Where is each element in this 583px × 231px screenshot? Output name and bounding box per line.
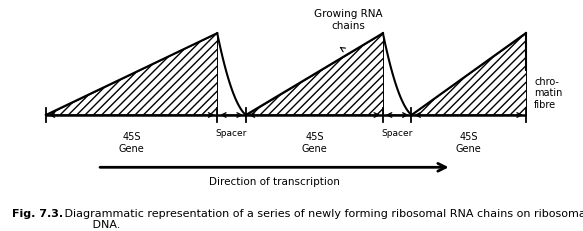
Text: 45S
Gene: 45S Gene <box>301 131 327 153</box>
Text: 45S
Gene: 45S Gene <box>119 131 145 153</box>
Text: 45S
Gene: 45S Gene <box>456 131 482 153</box>
Text: Spacer: Spacer <box>381 128 413 137</box>
Text: chro-
matin
fibre: chro- matin fibre <box>534 76 563 109</box>
Text: Direction of transcription: Direction of transcription <box>209 177 340 187</box>
Text: Growing RNA
chains: Growing RNA chains <box>314 9 383 31</box>
Text: Spacer: Spacer <box>216 128 247 137</box>
Text: Diagrammatic representation of a series of newly forming ribosomal RNA chains on: Diagrammatic representation of a series … <box>61 208 583 229</box>
Text: Fig. 7.3.: Fig. 7.3. <box>12 208 63 218</box>
